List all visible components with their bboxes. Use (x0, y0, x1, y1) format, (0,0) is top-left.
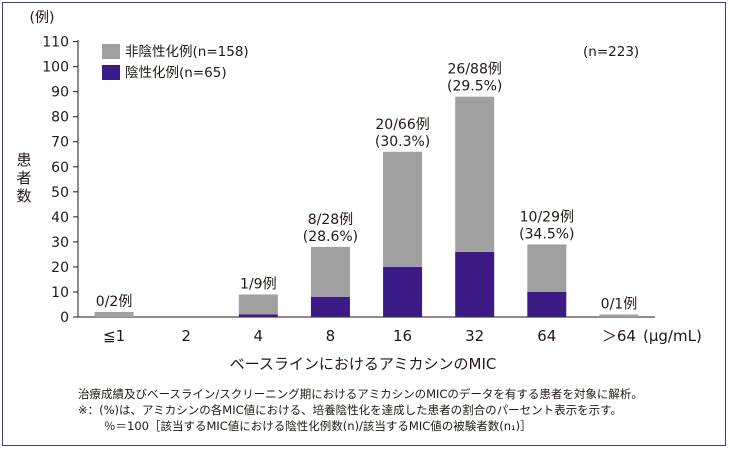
y-tick-label-0: 0 (60, 310, 69, 326)
bar-non-negative-6 (527, 244, 567, 292)
bar-non-negative-4 (383, 151, 423, 267)
annotation-6-line-0: 10/29例 (520, 209, 574, 225)
bar-non-negative-5 (455, 96, 495, 252)
y-axis-label-char-2: 者 (16, 169, 31, 187)
annotation-2-line-0: 1/9例 (240, 276, 277, 292)
annotation-5-line-1: (29.5%) (447, 79, 502, 95)
bar-negative-5 (455, 251, 495, 317)
x-tick-label-3: 8 (326, 327, 336, 345)
bar-negative-2 (238, 314, 278, 317)
x-tick-label-0: ≦1 (103, 327, 125, 345)
legend-label-negative: 陰性化例(n=65) (125, 65, 227, 81)
y-axis-label-char-3: 数 (16, 187, 31, 205)
x-unit-label: (μg/mL) (643, 327, 702, 345)
x-tick-label-6: 64 (537, 327, 556, 345)
x-tick-label-5: 32 (465, 327, 484, 345)
legend-swatch-non-negative (102, 44, 120, 59)
x-axis-label: ベースラインにおけるアミカシンのMIC (230, 355, 497, 373)
x-tick-label-4: 16 (393, 327, 412, 345)
y-tick-label-60: 60 (51, 160, 69, 176)
y-tick-label-110: 110 (42, 35, 69, 51)
bar-non-negative-7 (599, 314, 639, 317)
x-tick-label-1: 2 (181, 327, 191, 345)
x-tick-label-2: 4 (254, 327, 264, 345)
bar-non-negative-2 (238, 294, 278, 315)
y-tick-label-20: 20 (51, 260, 69, 276)
footnote-3: ％＝100［該当するMIC値における陰性化例数(n)/該当するMIC値の被験者数… (104, 419, 532, 433)
annotation-4-line-0: 20/66例 (375, 117, 429, 133)
y-axis-label-char-1: 患 (16, 151, 31, 169)
legend-swatch-negative (102, 65, 120, 80)
y-tick-label-70: 70 (51, 135, 69, 151)
legend-label-non-negative: 非陰性化例(n=158) (125, 44, 249, 60)
bars (94, 96, 639, 317)
annotation-6-line-1: (34.5%) (519, 226, 574, 242)
x-tick-label-7: ＞64 (602, 327, 636, 345)
bar-non-negative-0 (94, 311, 134, 317)
y-tick-label-100: 100 (42, 60, 69, 76)
y-tick-label-10: 10 (51, 285, 69, 301)
legend: 非陰性化例(n=158) 陰性化例(n=65) (102, 44, 249, 81)
annotations: 0/2例1/9例8/28例(28.6%)20/66例(30.3%)26/88例(… (96, 62, 637, 313)
bar-negative-4 (383, 266, 423, 317)
annotation-7-line-0: 0/1例 (601, 296, 638, 312)
y-tick-label-30: 30 (51, 235, 69, 251)
footnote-2: ※：(%)は、アミカシンの各MIC値における、培養陰性化を達成した患者の割合のパ… (78, 403, 622, 417)
annotation-4-line-1: (30.3%) (375, 134, 430, 150)
bar-non-negative-3 (310, 246, 350, 297)
x-tick-labels: ≦1 2 4 8 16 32 64 ＞64 (103, 327, 636, 345)
annotation-3-line-0: 8/28例 (308, 212, 353, 228)
annotation-5-line-0: 26/88例 (448, 62, 502, 78)
annotation-3-line-1: (28.6%) (303, 229, 358, 245)
y-tick-label-50: 50 (51, 185, 69, 201)
figure-frame (2, 2, 726, 446)
y-ticks: 0 10 20 30 40 50 60 70 80 90 100 110 (42, 35, 78, 326)
footnote-1: 治療成績及びベースライン/スクリーニング期におけるアミカシンのMICのデータを有… (78, 387, 643, 401)
y-unit-label: (例) (30, 10, 55, 26)
y-tick-label-40: 40 (51, 210, 69, 226)
bar-negative-6 (527, 291, 567, 317)
y-tick-label-90: 90 (51, 85, 69, 101)
bar-negative-3 (310, 296, 350, 317)
total-n-label: (n=223) (583, 44, 639, 60)
y-tick-label-80: 80 (51, 110, 69, 126)
annotation-0-line-0: 0/2例 (96, 294, 133, 310)
